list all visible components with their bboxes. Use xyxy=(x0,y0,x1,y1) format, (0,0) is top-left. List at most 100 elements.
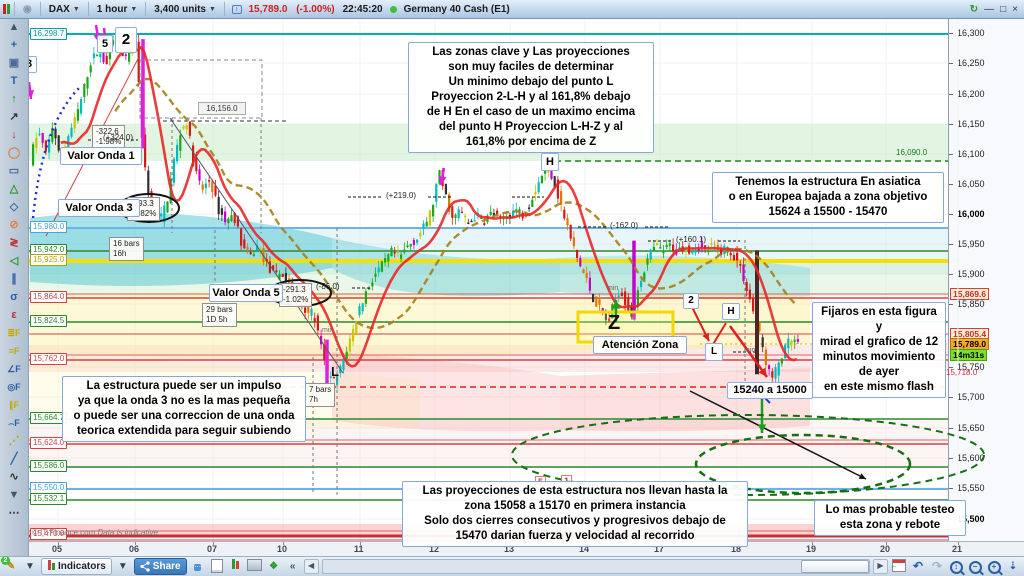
restore-button[interactable]: □ xyxy=(1000,3,1007,15)
indicator-chart-icon xyxy=(47,560,55,573)
units-selector[interactable]: 3,400 units ▼ xyxy=(154,3,216,15)
note-rebote[interactable]: Lo mas probable testeo esta zona y rebote xyxy=(814,500,966,536)
wave-tool-icon[interactable]: ∿ xyxy=(9,471,19,483)
scroll-left-button[interactable]: ◀ xyxy=(303,559,319,574)
chat-icon[interactable]: ⋯ xyxy=(194,564,202,571)
share-button[interactable]: Share xyxy=(133,558,187,575)
text-tool-icon[interactable]: T xyxy=(10,75,18,87)
wave-label[interactable]: H xyxy=(722,303,740,320)
chart-style-icon[interactable] xyxy=(3,4,10,14)
scroll-right-button[interactable]: ▶ xyxy=(873,559,888,574)
scroll-dots-icon[interactable]: ⇣ xyxy=(1008,561,1018,572)
zoom-selection-icon[interactable]: ↕ xyxy=(948,559,964,574)
zoom-out-icon[interactable]: − xyxy=(967,559,983,574)
indicators-button[interactable]: Indicators xyxy=(41,558,112,575)
annotation-tag[interactable]: Valor Onda 1 xyxy=(60,147,142,166)
fib-spiral-icon[interactable]: ◎F xyxy=(7,382,21,392)
axis-date-tick: 20 xyxy=(880,544,891,554)
refresh-icon[interactable]: ↻ xyxy=(969,3,979,15)
trendline-tool-icon[interactable]: ↗ xyxy=(9,111,19,123)
arrow-up-tool-icon[interactable]: ↑ xyxy=(11,93,17,105)
goto-date-icon[interactable] xyxy=(890,558,907,574)
snapshot-icon[interactable] xyxy=(247,559,263,574)
alert-price-tag: 15,869.6 xyxy=(950,288,990,300)
fib-arc-icon[interactable]: ⌢F xyxy=(8,418,20,428)
axis-price-tick: 16,050 xyxy=(957,179,985,189)
compare-icon[interactable] xyxy=(228,559,244,574)
zoom-in-icon[interactable]: + xyxy=(986,559,1002,574)
wave-label[interactable]: 15240 a 15000 xyxy=(727,382,813,399)
polygon-tool-icon[interactable]: ▭ xyxy=(8,165,20,177)
level-price-label: 15,532.1 xyxy=(30,493,68,505)
fib-time-icon[interactable]: ∥F xyxy=(9,400,19,410)
title-bar: ◉ DAX ▼ 1 hour ▼ 3,400 units ▼ i 15,789.0 (… xyxy=(0,0,1024,19)
note-estructura[interactable]: Tenemos la estructura En asiatica o en Eu… xyxy=(712,172,944,223)
redo-icon[interactable]: ↷ xyxy=(931,559,943,573)
widgets-icon[interactable]: ❖ xyxy=(269,561,279,572)
measure-label[interactable]: 7 bars 7h xyxy=(305,383,336,407)
chart-scrollbar[interactable] xyxy=(321,559,870,574)
note-key-zones[interactable]: Las zonas clave y Las proyecciones son mu… xyxy=(408,42,654,153)
layer-toggle-icon[interactable]: ◉ xyxy=(23,3,32,15)
fib-fan-icon[interactable]: ∠F xyxy=(7,364,21,374)
measure-label[interactable]: 16 bars 16h xyxy=(109,237,144,261)
axis-tickmark xyxy=(949,154,953,155)
sigma-bands-icon[interactable]: σ xyxy=(10,291,18,303)
measure-label[interactable]: -291.3 -1.02% xyxy=(279,283,313,307)
wave-label[interactable]: H xyxy=(541,153,559,171)
ellipse-line-tool-icon[interactable]: ⊘ xyxy=(9,219,19,231)
ray-tool-icon[interactable]: ╱ xyxy=(10,453,18,465)
axis-date-tick: 12 xyxy=(429,544,440,554)
price-flag-label[interactable]: 16,156.0 xyxy=(198,102,246,115)
triangle-tool-icon[interactable]: △ xyxy=(9,183,19,195)
collapse-left-icon[interactable]: « xyxy=(289,561,296,572)
wave-label[interactable]: L xyxy=(705,343,723,361)
channel-tool-icon[interactable]: ≷ xyxy=(9,237,19,249)
axis-date-tick: 19 xyxy=(806,544,817,554)
wave-label[interactable]: 5 xyxy=(97,35,113,53)
annotation-tag[interactable]: Atención Zona xyxy=(593,336,687,355)
draw-caret-icon[interactable]: ▼ xyxy=(25,561,35,572)
wave-label[interactable]: 2 xyxy=(683,293,699,309)
note-impulso[interactable]: La estructura puede ser un impulso ya que… xyxy=(62,376,306,442)
annotation-tag[interactable]: Valor Onda 5 xyxy=(209,284,283,303)
draw-pencil-icon[interactable]: ✎ 2 xyxy=(1,556,19,574)
indicators-caret-icon[interactable]: ▼ xyxy=(117,561,128,572)
minimize-button[interactable]: — xyxy=(984,3,995,15)
axis-tickmark xyxy=(886,542,887,545)
wave-label[interactable]: 2 xyxy=(115,27,137,53)
news-icon[interactable] xyxy=(209,559,225,574)
scrollbar-thumb[interactable] xyxy=(801,560,869,573)
measure-label[interactable]: 29 bars 1D 5h xyxy=(202,303,237,327)
axis-tickmark xyxy=(949,124,953,125)
fib-extension-icon[interactable]: ≡F xyxy=(8,346,20,356)
duplicate-icon[interactable]: ▣ xyxy=(8,57,20,69)
collapse-up-icon[interactable]: ▲ xyxy=(8,21,20,33)
note-proyecciones[interactable]: Las proyecciones de esta estructura nos … xyxy=(402,481,748,547)
price-axis[interactable]: 16,300 16,250 16,200 16,150 16,100 16,050 16,0… xyxy=(948,18,1024,541)
diamond-tool-icon[interactable]: ◇ xyxy=(9,201,19,213)
expand-down-icon[interactable]: ▼ xyxy=(8,489,20,501)
close-button[interactable]: × xyxy=(1012,3,1018,15)
axis-date-tick: 06 xyxy=(129,544,140,554)
undo-icon[interactable]: ↶ xyxy=(912,559,924,573)
fib-retracement-icon[interactable]: ≣F xyxy=(7,328,21,338)
gann-fan-icon[interactable]: ⋰ xyxy=(8,435,20,447)
share-icon xyxy=(140,561,150,572)
axis-price-tick: 15,500 xyxy=(957,514,985,524)
more-tools-icon[interactable]: ⋯ xyxy=(8,507,20,519)
axis-tickmark xyxy=(812,542,813,545)
epsilon-bands-icon[interactable]: ε xyxy=(11,309,17,321)
wedge-tool-icon[interactable]: ◁ xyxy=(9,255,19,267)
ellipse-tool-icon[interactable]: ◯ xyxy=(7,147,21,159)
note-fijaros[interactable]: Fijaros en esta figura y mirad el grafico… xyxy=(812,302,946,398)
info-icon[interactable]: i xyxy=(231,4,242,14)
bottom-toolbar: ✎2 ▼ Indicators ▼ Share ⋯ ❖ « ◀ ▶ ↶ ↷ ↕ … xyxy=(0,556,1024,576)
parallel-lines-icon[interactable]: ∥ xyxy=(11,273,17,285)
level-price-label: 15,824.5 xyxy=(30,315,68,327)
annotation-tag[interactable]: Valor Onda 3 xyxy=(58,199,140,218)
symbol-selector[interactable]: DAX ▼ xyxy=(48,3,80,15)
timeframe-selector[interactable]: 1 hour ▼ xyxy=(96,3,138,15)
move-tool-icon[interactable]: + xyxy=(10,39,18,51)
arrow-down-tool-icon[interactable]: ↓ xyxy=(11,129,17,141)
